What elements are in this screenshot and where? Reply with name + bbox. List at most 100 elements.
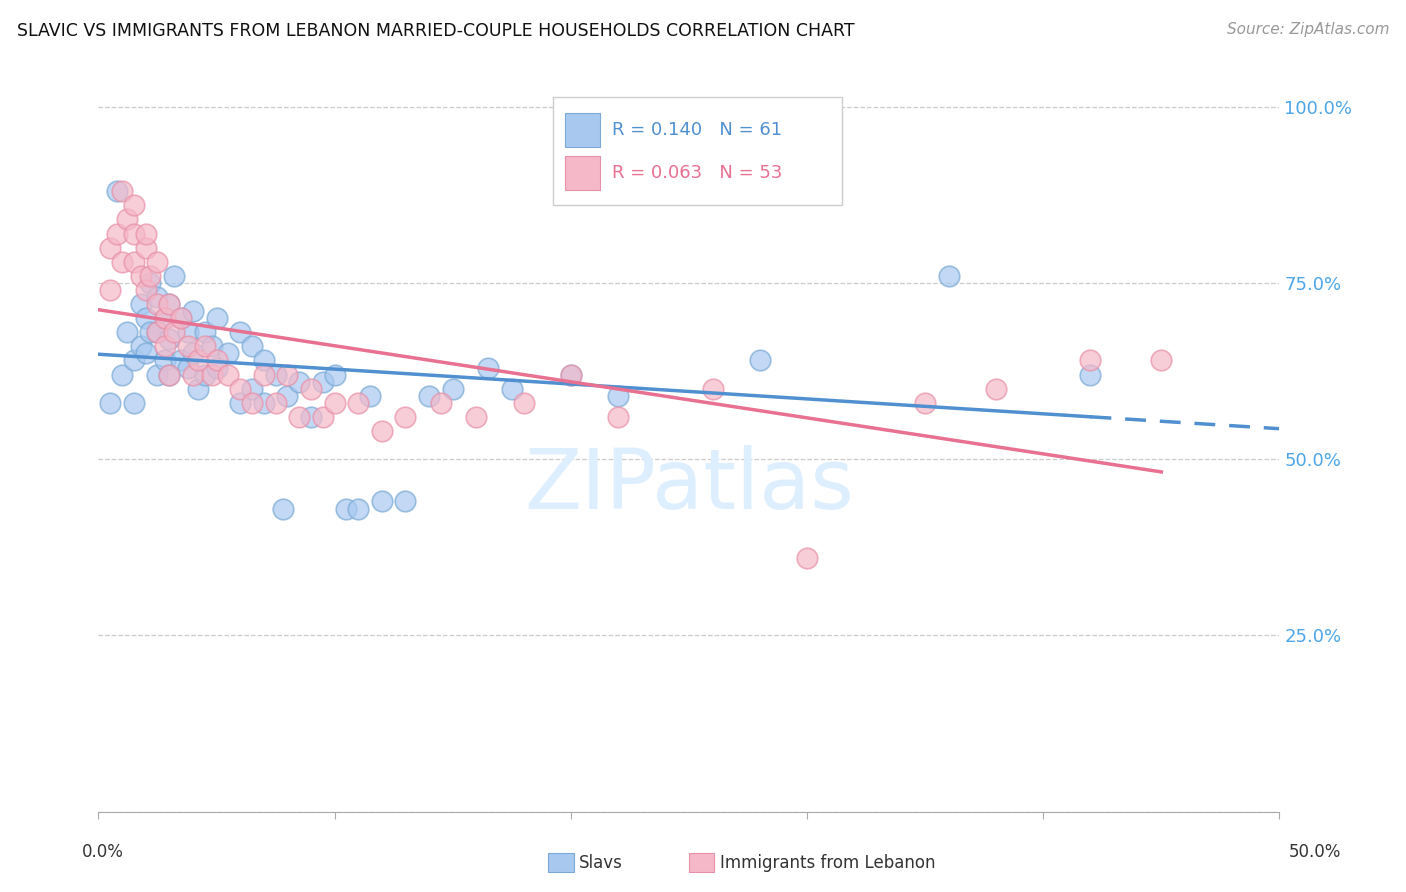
Point — [111, 184, 134, 198]
Point — [938, 268, 960, 283]
Point — [105, 227, 128, 241]
Point — [240, 339, 263, 353]
Point — [146, 290, 169, 304]
Point — [312, 375, 335, 389]
Point — [394, 494, 416, 508]
Point — [157, 368, 180, 382]
Point — [371, 494, 394, 508]
Point — [135, 283, 157, 297]
FancyBboxPatch shape — [553, 97, 842, 204]
Point — [177, 360, 200, 375]
Point — [129, 297, 152, 311]
Text: 50.0%: 50.0% — [1288, 843, 1341, 861]
Point — [146, 368, 169, 382]
Text: 0.0%: 0.0% — [82, 843, 124, 861]
Point — [187, 382, 209, 396]
Point — [276, 368, 298, 382]
Point — [181, 304, 204, 318]
Point — [153, 339, 176, 353]
Point — [194, 339, 217, 353]
Point — [163, 325, 186, 339]
Point — [157, 332, 180, 346]
Point — [163, 268, 186, 283]
Point — [98, 283, 121, 297]
Point — [312, 409, 335, 424]
Point — [177, 339, 200, 353]
Point — [371, 424, 394, 438]
Text: R = 0.063   N = 53: R = 0.063 N = 53 — [612, 164, 783, 182]
Text: SLAVIC VS IMMIGRANTS FROM LEBANON MARRIED-COUPLE HOUSEHOLDS CORRELATION CHART: SLAVIC VS IMMIGRANTS FROM LEBANON MARRIE… — [17, 22, 855, 40]
Point — [702, 382, 724, 396]
Point — [122, 353, 145, 368]
Point — [115, 325, 138, 339]
Point — [135, 346, 157, 360]
Point — [299, 409, 322, 424]
Point — [122, 198, 145, 212]
Point — [217, 368, 239, 382]
Point — [240, 396, 263, 410]
Point — [430, 396, 453, 410]
Point — [1080, 353, 1102, 368]
Point — [512, 396, 534, 410]
Point — [146, 297, 169, 311]
Bar — [565, 156, 600, 190]
Point — [146, 254, 169, 268]
Point — [111, 368, 134, 382]
Text: ZIPatlas: ZIPatlas — [524, 445, 853, 526]
Point — [194, 368, 217, 382]
Point — [205, 353, 228, 368]
Text: Source: ZipAtlas.com: Source: ZipAtlas.com — [1226, 22, 1389, 37]
Point — [229, 382, 252, 396]
Point — [253, 368, 276, 382]
Point — [157, 297, 180, 311]
Point — [560, 368, 582, 382]
Point — [153, 311, 176, 326]
Point — [181, 346, 204, 360]
Point — [135, 227, 157, 241]
Point — [914, 396, 936, 410]
Point — [139, 268, 162, 283]
Point — [607, 409, 630, 424]
Point — [217, 346, 239, 360]
Point — [194, 325, 217, 339]
Point — [240, 382, 263, 396]
Point — [170, 311, 193, 326]
Point — [201, 339, 224, 353]
Point — [177, 325, 200, 339]
Point — [359, 389, 381, 403]
Point — [288, 409, 311, 424]
Point — [170, 311, 193, 326]
Point — [796, 550, 818, 565]
Point — [1080, 368, 1102, 382]
Point — [181, 368, 204, 382]
Point — [264, 368, 287, 382]
Point — [122, 254, 145, 268]
Point — [135, 311, 157, 326]
Point — [253, 353, 276, 368]
Point — [105, 184, 128, 198]
Point — [135, 241, 157, 255]
Point — [229, 396, 252, 410]
Text: Immigrants from Lebanon: Immigrants from Lebanon — [720, 854, 935, 871]
Point — [477, 360, 499, 375]
Text: R = 0.140   N = 61: R = 0.140 N = 61 — [612, 120, 782, 139]
Point — [122, 227, 145, 241]
Point — [335, 501, 357, 516]
Point — [465, 409, 488, 424]
Point — [187, 353, 209, 368]
Point — [157, 297, 180, 311]
Point — [153, 311, 176, 326]
Point — [146, 325, 169, 339]
Point — [748, 353, 770, 368]
Point — [276, 389, 298, 403]
Point — [153, 353, 176, 368]
Point — [323, 396, 346, 410]
Text: Slavs: Slavs — [579, 854, 623, 871]
Point — [347, 396, 370, 410]
Point — [441, 382, 464, 396]
Point — [253, 396, 276, 410]
Point — [288, 375, 311, 389]
Point — [394, 409, 416, 424]
Point — [205, 360, 228, 375]
Point — [122, 396, 145, 410]
